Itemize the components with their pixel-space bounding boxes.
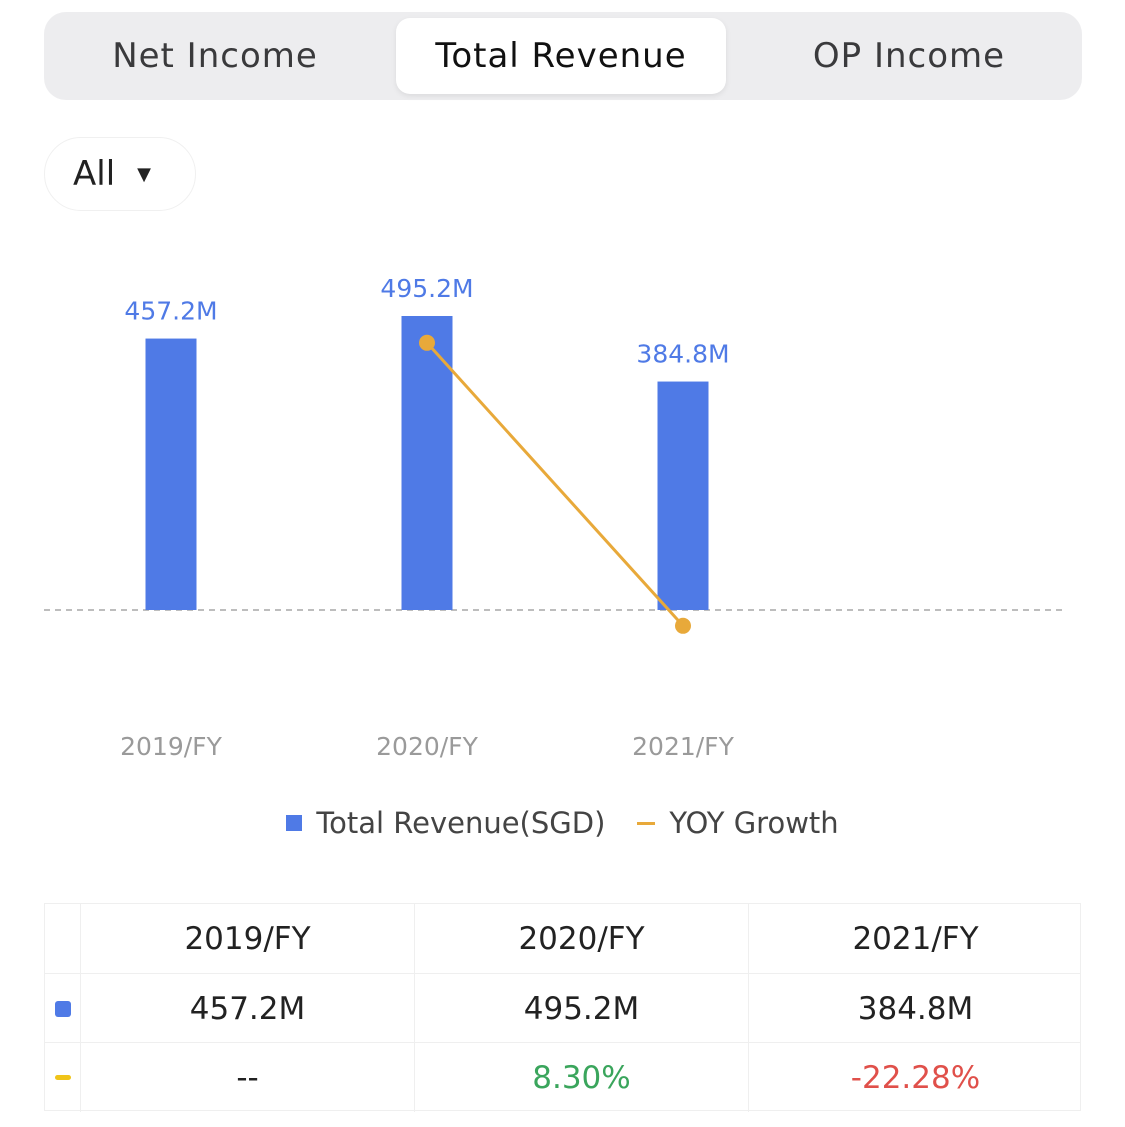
legend-line-swatch (637, 821, 656, 825)
chart-bar (145, 338, 197, 610)
chart-bar (657, 381, 709, 610)
table-header-cell: 2021/FY (852, 920, 979, 957)
growth-point (675, 617, 691, 634)
bar-value-label: 384.8M (636, 340, 729, 369)
table-row-growth: -- 8.30% -22.28% (45, 1042, 1080, 1112)
x-tick-label: 2021/FY (632, 732, 734, 761)
bar-value-label: 495.2M (380, 274, 473, 303)
revenue-row-marker (45, 974, 81, 1043)
caret-down-icon: ▼ (137, 163, 151, 185)
table-cell-negative: -22.28% (850, 1059, 981, 1096)
bar-swatch-icon (54, 1000, 71, 1017)
line-swatch-icon (54, 1075, 71, 1080)
tab-net-income[interactable]: Net Income (112, 36, 318, 76)
legend-label-revenue: Total Revenue(SGD) (316, 806, 606, 840)
table-header-cell: 2019/FY (81, 904, 415, 973)
growth-row-marker (45, 1043, 81, 1112)
table-cell: -- (81, 1043, 415, 1112)
metric-tabs: Net Income Total Revenue OP Income (44, 12, 1082, 100)
table-cell: 384.8M (857, 990, 974, 1027)
table-row-revenue: 457.2M 495.2M 384.8M (45, 973, 1080, 1043)
table-corner-cell (45, 904, 81, 973)
chart-legend: Total Revenue(SGD) YOY Growth (0, 806, 1125, 840)
legend-item-growth: YOY Growth (637, 806, 839, 840)
revenue-chart: 457.2M 495.2M 384.8M 2019/FY 2020/FY 2021/FY (44, 274, 1066, 761)
data-table: 2019/FY 2020/FY 2021/FY 457.2M 495.2M 38… (44, 903, 1081, 1112)
chart-bar (401, 316, 453, 610)
tab-total-revenue[interactable]: Total Revenue (396, 18, 726, 94)
table-header-cell: 2020/FY (415, 904, 749, 973)
period-filter-dropdown[interactable]: All ▼ (44, 137, 196, 211)
table-cell: 495.2M (415, 974, 749, 1043)
legend-label-growth: YOY Growth (669, 806, 839, 840)
x-tick-label: 2020/FY (376, 732, 478, 761)
tab-op-income[interactable]: OP Income (812, 36, 1006, 76)
table-header-row: 2019/FY 2020/FY 2021/FY (45, 904, 1080, 973)
legend-bar-swatch (286, 815, 303, 831)
legend-item-revenue: Total Revenue(SGD) (286, 806, 605, 840)
growth-point (419, 334, 435, 351)
x-tick-label: 2019/FY (120, 732, 222, 761)
table-cell: 457.2M (81, 974, 415, 1043)
period-filter-label: All (73, 154, 116, 194)
growth-line (425, 341, 685, 627)
table-cell-positive: 8.30% (415, 1043, 749, 1112)
bar-value-label: 457.2M (124, 297, 217, 326)
